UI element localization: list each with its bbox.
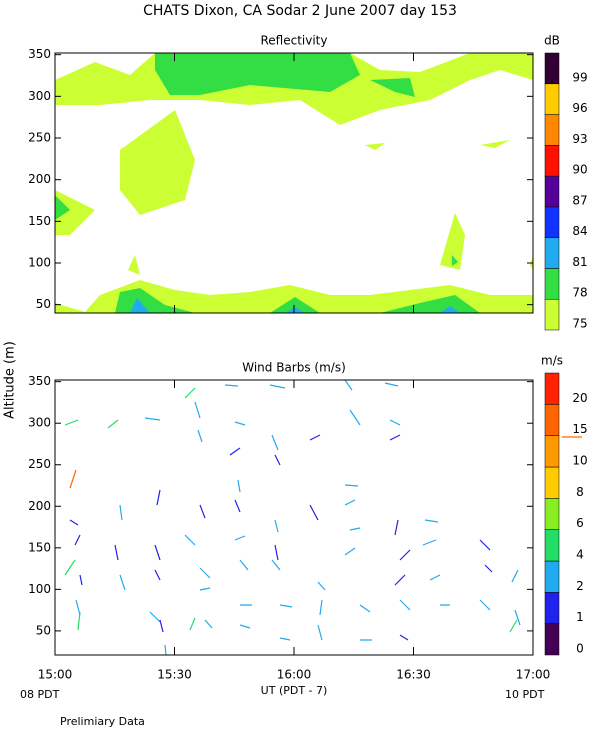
x-tick-label: 16:00 [277,668,312,682]
colorbar-bin [544,298,560,331]
colorbar-bin [544,52,560,85]
reflectivity-contours [55,53,533,313]
y-tick-label: 200 [28,172,51,186]
y-tick-label: 150 [28,540,51,554]
colorbar-bin [544,237,560,269]
plot-frame [54,379,534,656]
colorbar-label: 2 [576,579,584,593]
colorbar-label: 20 [572,391,587,405]
y-tick-label: 300 [28,89,51,103]
x-right-note: 10 PDT [505,688,545,701]
panel-title: Wind Barbs (m/s) [242,361,346,375]
colorbar-label: 15 [572,422,587,436]
colorbar-title: dB [544,34,560,48]
x-axis-label: UT (PDT - 7) [261,684,328,697]
x-tick-label: 15:30 [157,668,192,682]
colorbar-label: 8 [576,485,584,499]
footer-note: Prelimiary Data [60,715,145,728]
y-tick-label: 100 [28,582,51,596]
colorbar-bin [544,83,560,115]
colorbar-bin [544,206,560,238]
colorbar-bin [544,529,560,562]
x-tick-label: 17:00 [516,668,551,682]
colorbar-label: 96 [572,101,587,115]
y-tick-label: 50 [36,297,51,311]
colorbar-bin [544,592,560,624]
colorbar-bin [544,268,560,300]
y-tick-label: 250 [28,131,51,145]
y-tick-label: 350 [28,47,51,61]
colorbar-label: 10 [572,454,587,468]
colorbar-label: 6 [576,516,584,530]
colorbar-label: 0 [576,642,584,656]
colorbar-label: 84 [572,224,587,238]
colorbar-label: 75 [572,317,587,331]
y-tick-label: 350 [28,374,51,388]
colorbar-title: m/s [541,354,563,368]
colorbar-bin [544,560,560,593]
colorbar-label: 93 [572,132,587,146]
colorbar-label: 81 [572,255,587,269]
colorbar-bin [544,404,560,436]
y-tick-label: 250 [28,457,51,471]
x-tick-label: 16:30 [396,668,431,682]
y-tick-label: 200 [28,499,51,513]
colorbar-label: 90 [572,163,587,177]
colorbar-bin [544,372,560,405]
colorbar-bin [544,498,560,530]
y-tick-label: 50 [36,623,51,637]
colorbar-bin [544,435,560,468]
colorbar-bin [544,623,560,656]
colorbar-bin [544,114,560,146]
y-tick-label: 300 [28,416,51,430]
colorbar-bin [544,175,560,208]
colorbar-label: 99 [572,70,587,84]
page-title: CHATS Dixon, CA Sodar 2 June 2007 day 15… [143,3,457,19]
colorbar-label: 78 [572,286,587,300]
colorbar-bin [544,466,560,499]
colorbar-label: 87 [572,193,587,207]
colorbar-bin [544,145,560,177]
x-tick-label: 15:00 [38,668,73,682]
panel-title: Reflectivity [260,34,327,48]
y-axis-label: Altitude (m) [3,341,18,419]
colorbar-label: 1 [576,610,584,624]
y-tick-label: 100 [28,256,51,270]
y-tick-label: 150 [28,214,51,228]
wind-barbs [64,379,582,656]
x-left-note: 08 PDT [20,688,60,701]
colorbar-label: 4 [576,548,584,562]
